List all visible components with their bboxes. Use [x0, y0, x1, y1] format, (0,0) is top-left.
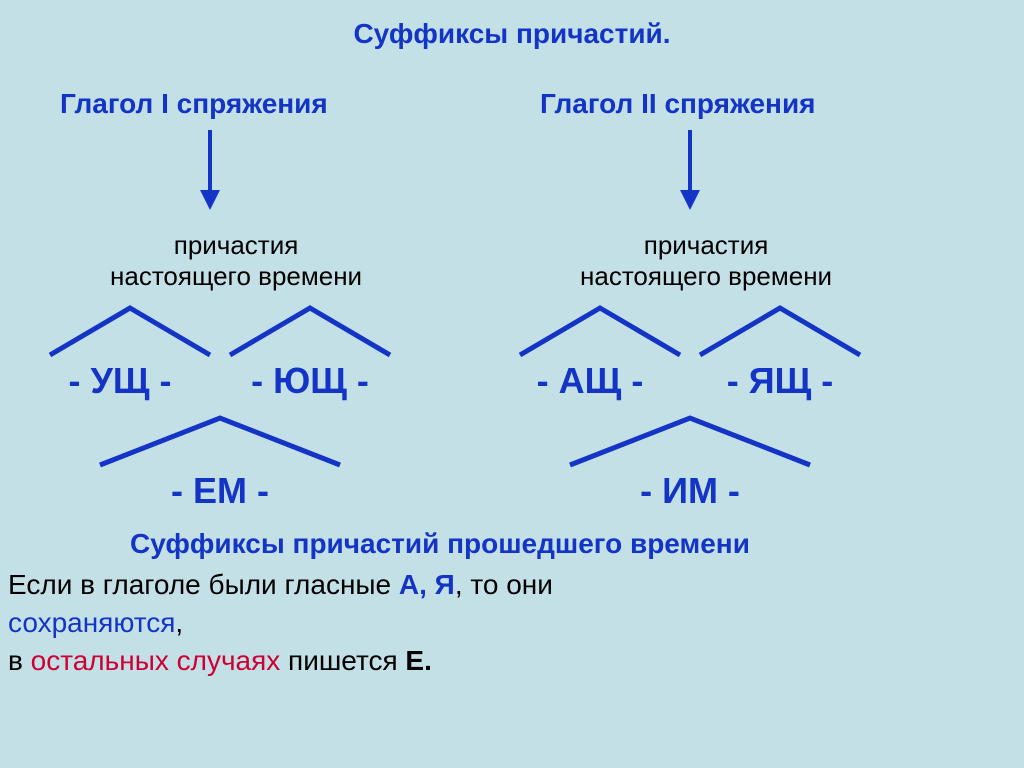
title-text: Суффиксы причастий. — [353, 18, 670, 49]
suffix-right-bottom: - ИМ - — [600, 470, 780, 512]
suffix-right-bottom-text: - ИМ - — [640, 470, 740, 511]
rule-1c: , то они — [455, 569, 553, 600]
right-sub: причастия настоящего времени — [580, 230, 832, 292]
left-header-text: Глагол I спряжения — [60, 88, 328, 119]
suffix-right-2-text: - ЯЩ - — [727, 360, 834, 401]
arrow-left — [200, 130, 220, 210]
suffix-left-1: - УЩ - — [40, 360, 200, 402]
arrow-right — [680, 130, 700, 210]
right-header: Глагол II спряжения — [540, 88, 816, 120]
right-sub1: причастия — [580, 230, 832, 261]
rule-3b: остальных случаях — [31, 645, 281, 676]
suffix-left-2: - ЮЩ - — [220, 360, 400, 402]
rule-3a: в — [8, 645, 31, 676]
rule-1b: А, Я — [399, 569, 455, 600]
rule-line-2: сохраняются, — [8, 604, 553, 642]
past-title: Суффиксы причастий прошедшего времени — [130, 528, 750, 560]
rule-block: Если в глаголе были гласные А, Я, то они… — [8, 566, 553, 679]
suffix-right-2: - ЯЩ - — [690, 360, 870, 402]
suffix-left-1-text: - УЩ - — [68, 360, 171, 401]
right-sub2: настоящего времени — [580, 261, 832, 292]
diagram-title: Суффиксы причастий. — [353, 18, 670, 50]
rule-1a: Если в глаголе были гласные — [8, 569, 399, 600]
suffix-left-bottom: - ЕМ - — [130, 470, 310, 512]
left-sub: причастия настоящего времени — [110, 230, 362, 292]
rule-line-3: в остальных случаях пишется Е. — [8, 642, 553, 680]
rule-line-1: Если в глаголе были гласные А, Я, то они — [8, 566, 553, 604]
rule-2a: сохраняются — [8, 607, 175, 638]
roof-right-bottom — [560, 410, 820, 475]
rule-3d: Е. — [405, 645, 431, 676]
roof-left-big — [30, 300, 410, 365]
suffix-left-2-text: - ЮЩ - — [251, 360, 369, 401]
suffix-right-1-text: - АЩ - — [537, 360, 644, 401]
past-title-text: Суффиксы причастий прошедшего времени — [130, 528, 750, 559]
left-sub2: настоящего времени — [110, 261, 362, 292]
roof-left-bottom — [90, 410, 350, 475]
left-header: Глагол I спряжения — [60, 88, 328, 120]
rule-2c: , — [175, 607, 183, 638]
right-header-text: Глагол II спряжения — [540, 88, 816, 119]
suffix-left-bottom-text: - ЕМ - — [171, 470, 269, 511]
roof-right-big — [500, 300, 880, 365]
rule-3c: пишется — [280, 645, 405, 676]
left-sub1: причастия — [110, 230, 362, 261]
suffix-right-1: - АЩ - — [510, 360, 670, 402]
